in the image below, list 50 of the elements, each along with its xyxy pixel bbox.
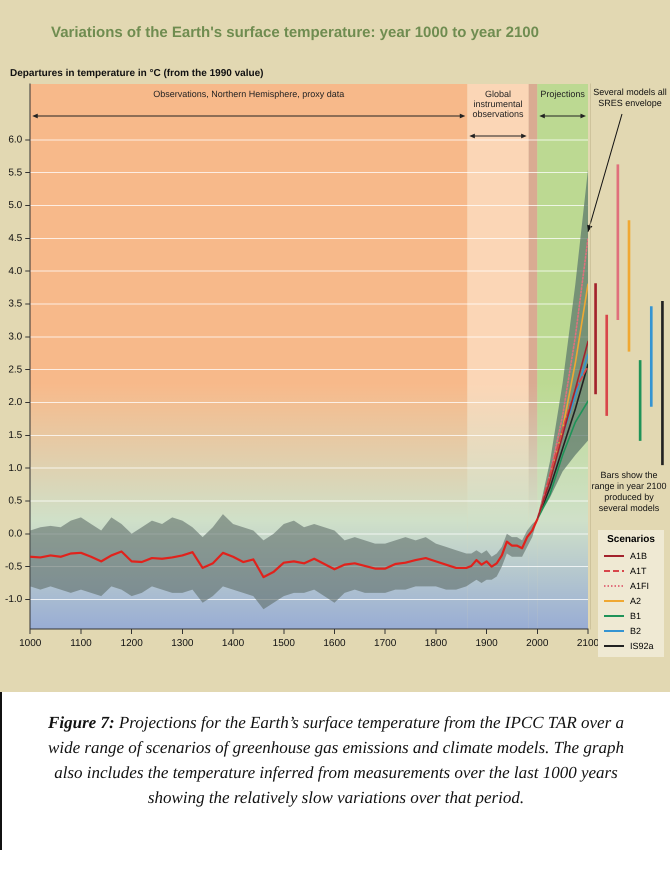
x-tick-label: 2000 [526, 638, 549, 649]
legend-label: A1B [630, 550, 648, 560]
x-tick-label: 1300 [171, 638, 194, 649]
legend-label: A1T [630, 566, 647, 576]
bar [616, 164, 620, 320]
x-tick-label: 1700 [374, 638, 397, 649]
y-tick-label: 0.0 [8, 528, 23, 540]
bar [661, 301, 664, 466]
y-tick-label: 1.0 [8, 462, 23, 474]
x-tick-label: 1900 [475, 638, 498, 649]
y-tick-label: 2.5 [8, 364, 23, 376]
y-tick-label: -0.5 [4, 561, 23, 572]
y-tick-label: -1.0 [4, 594, 23, 606]
y-tick-label: 2.0 [8, 397, 23, 408]
chart-title: Variations of the Earth's surface temperature: year 1000 to year 2100 [51, 24, 539, 42]
legend-label: A1FI [630, 580, 650, 590]
x-tick-label: 2100 [576, 638, 600, 649]
x-tick-label: 1200 [120, 638, 144, 649]
y-tick-label: 5.0 [8, 200, 23, 212]
band-label: Global instrumental observations [472, 88, 524, 119]
x-tick-label: 1500 [272, 638, 296, 649]
bar [594, 283, 597, 394]
annotation: Bars show the range in year 2100 produced by several models [591, 470, 667, 513]
bar [628, 220, 630, 352]
y-tick-label: 3.5 [8, 298, 23, 310]
bar [650, 306, 653, 407]
band-label: Projections [540, 88, 586, 99]
y-tick-label: 1.5 [8, 430, 23, 442]
y-tick-label: 4.5 [8, 233, 23, 244]
legend-title: Scenarios [606, 534, 656, 545]
annotation: Several models all SRES envelope [593, 86, 667, 108]
band-label: Observations, Northern Hemisphere, proxy data [153, 88, 344, 99]
x-tick-label: 1400 [222, 638, 245, 649]
legend-label: A2 [630, 596, 642, 606]
x-tick-label: 1100 [70, 638, 92, 649]
x-tick-label: 1800 [424, 638, 448, 649]
legend-label: B2 [630, 626, 642, 636]
legend-label: IS92a [630, 640, 654, 650]
y-axis-title: Departures in temperature in °C (from the 1990 value) [10, 68, 264, 79]
y-tick-label: 0.5 [8, 496, 23, 507]
y-tick-label: 5.5 [8, 167, 23, 178]
y-tick-label: 4.0 [8, 266, 23, 277]
caption: Figure 7: Projections for the Earth’s surface temperature from the IPCC TAR over a wide range of scenarios of greenhouse gas emissions and climate models. The graph also includes the temperature inferred from measurements over the last 1000 years showing the relatively slow variations over that period. [0, 692, 670, 850]
bar [605, 314, 608, 416]
bar [638, 360, 642, 441]
y-tick-label: 6.0 [8, 134, 23, 146]
x-tick-label: 1600 [323, 638, 346, 649]
x-tick-label: 1000 [19, 638, 42, 649]
legend-label: B1 [630, 610, 642, 620]
y-tick-label: 3.0 [8, 332, 23, 343]
